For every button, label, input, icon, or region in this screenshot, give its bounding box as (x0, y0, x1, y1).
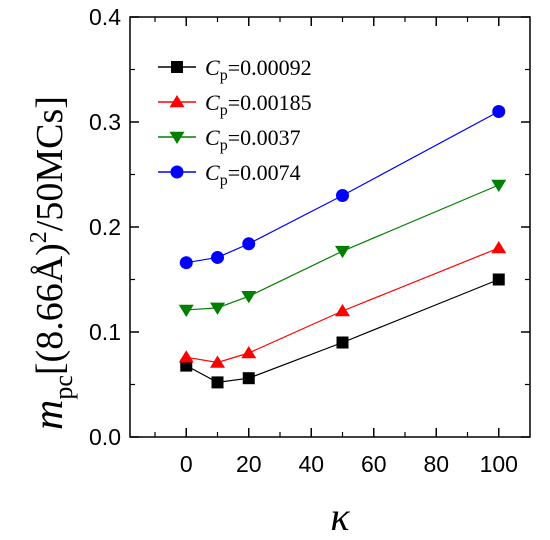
y-axis-label-sub: pc (49, 375, 78, 400)
data-point (492, 273, 505, 286)
y-tick-label: 0.4 (89, 4, 121, 30)
y-tick-label: 0.1 (89, 319, 121, 345)
legend-label-value: =0.0037 (228, 125, 301, 150)
series-3 (178, 179, 507, 317)
x-tick-label: 40 (298, 451, 324, 477)
data-point (491, 241, 507, 254)
data-point (210, 302, 225, 315)
legend-label-value: =0.0074 (228, 160, 301, 185)
legend-label-prefix: C (205, 160, 220, 185)
axes: 0.0 0.1 0.2 0.3 0.4 0 20 40 60 80 100 (89, 4, 531, 477)
data-point (178, 304, 194, 317)
y-axis-label-rest: /50MCs] (29, 96, 71, 231)
legend-label: Cp=0.00185 (205, 90, 312, 119)
y-tick-label: 0.2 (89, 214, 121, 240)
data-point (491, 179, 507, 192)
data-point (336, 189, 349, 202)
data-point (335, 245, 350, 259)
legend-label-prefix: C (205, 125, 220, 150)
data-point (180, 359, 193, 372)
y-axis-label-sup: 2 (26, 231, 52, 243)
y-axis-label-bracket: [(8.66Å) (29, 243, 71, 375)
legend-entry-3: Cp=0.0037 (158, 125, 301, 154)
data-point (211, 376, 224, 389)
x-tick-label: 100 (480, 451, 518, 477)
legend-label-value: =0.00092 (228, 55, 312, 80)
series-4 (179, 105, 506, 270)
data-point (178, 350, 194, 363)
legend-entry-1: Cp=0.00092 (158, 55, 312, 84)
legend-label-prefix: C (205, 55, 220, 80)
data-point (492, 105, 506, 118)
data-point (179, 256, 193, 270)
data-point (211, 250, 224, 264)
legend-label: Cp=0.0074 (205, 160, 301, 189)
legend-label-sub: p (220, 102, 228, 119)
legend-label-value: =0.00185 (228, 90, 312, 115)
series-layer (178, 105, 507, 389)
x-tick-label: 80 (423, 451, 449, 477)
legend-label: Cp=0.00092 (205, 55, 312, 84)
x-axis-label: κ (330, 494, 350, 539)
series-line (185, 278, 499, 384)
y-tick-label: 0.3 (89, 109, 121, 135)
y-axis-label: mpc[(8.66Å)2/50MCs] (26, 96, 78, 430)
axis-labels: κ mpc[(8.66Å)2/50MCs] (26, 96, 350, 539)
x-tick-label: 0 (180, 451, 193, 477)
data-point (210, 355, 225, 368)
legend-marker (171, 61, 183, 73)
x-tick-label: 20 (236, 451, 262, 477)
data-point (242, 237, 256, 251)
legend-marker (169, 95, 185, 108)
data-point (241, 291, 257, 304)
series-1 (180, 273, 505, 389)
data-point (335, 304, 350, 317)
plot-frame (129, 16, 531, 438)
legend-label-prefix: C (205, 90, 220, 115)
legend-label-sub: p (220, 172, 228, 189)
legend-marker (170, 165, 184, 179)
legend-marker (169, 131, 185, 144)
data-point (241, 346, 257, 359)
y-tick-label: 0.0 (89, 424, 121, 450)
series-2 (178, 241, 507, 368)
data-point (336, 336, 349, 349)
legend-entry-4: Cp=0.0074 (158, 160, 301, 189)
legend-entry-2: Cp=0.00185 (158, 90, 312, 119)
legend-label-sub: p (220, 67, 228, 84)
y-axis-label-m: m (26, 400, 72, 430)
legend-label-sub: p (220, 137, 228, 154)
data-point (242, 372, 255, 385)
legend-label: Cp=0.0037 (205, 125, 301, 154)
x-tick-label: 60 (361, 451, 387, 477)
